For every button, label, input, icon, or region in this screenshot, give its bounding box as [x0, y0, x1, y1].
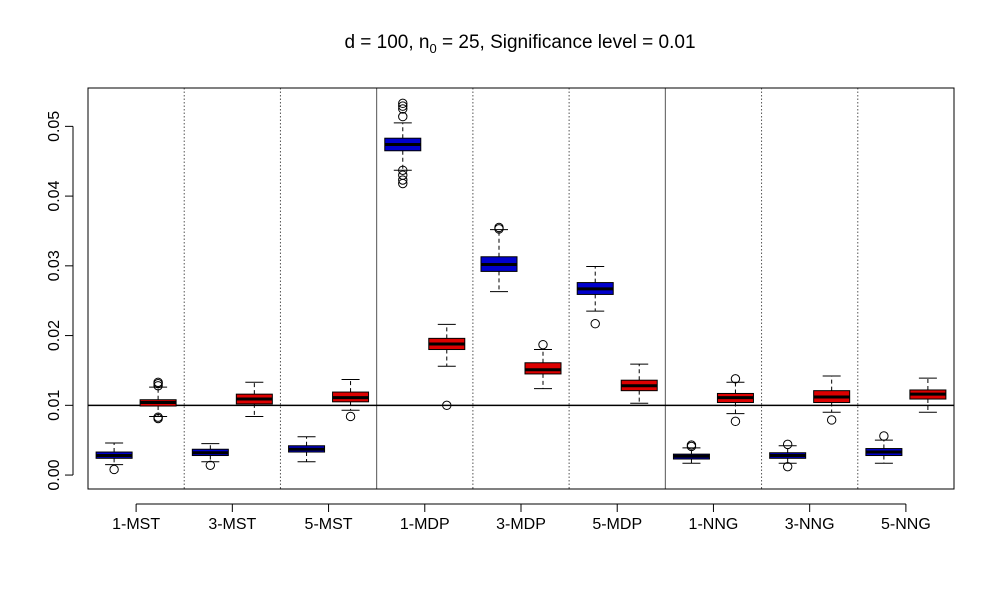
outlier-point: [398, 111, 408, 122]
chart-title: d = 100, n0 = 25, Significance level = 0…: [344, 32, 695, 56]
outlier-point: [730, 374, 741, 384]
x-tick-label: 1-NNG: [689, 516, 739, 533]
plot-frame: [87, 87, 955, 490]
box-1-MDP-blue: [384, 98, 422, 189]
outlier-point: [826, 415, 837, 425]
x-tick-label: 1-MST: [112, 516, 160, 533]
outlier-point: [153, 412, 163, 422]
box-3-MST-red: [235, 381, 273, 417]
box-1-MST-blue: [95, 442, 133, 475]
x-tick-label: 3-MDP: [496, 516, 546, 533]
box-5-MDP-red: [620, 363, 658, 404]
outlier-point: [153, 377, 163, 387]
x-tick-label: 5-MST: [305, 516, 353, 533]
y-tick-label: 0.04: [46, 180, 63, 211]
y-tick-label: 0.03: [46, 250, 63, 281]
outlier-point: [730, 416, 741, 427]
outlier-point: [538, 339, 548, 350]
x-tick-label: 3-NNG: [785, 516, 835, 533]
box-5-MST-red: [332, 379, 370, 422]
box-3-NNG-blue: [769, 439, 807, 472]
outlier-point: [442, 400, 452, 411]
y-tick-label: 0.05: [46, 111, 63, 142]
outlier-point: [398, 98, 408, 109]
outlier-point: [109, 464, 119, 475]
box-5-MDP-blue: [576, 266, 614, 329]
outlier-point: [398, 101, 408, 111]
box-series: [95, 98, 947, 475]
x-tick-label: 1-MDP: [400, 516, 450, 533]
chart-title-rest: = 25, Significance level = 0.01: [437, 32, 696, 53]
group-separators: [183, 88, 859, 489]
box-5-NNG-red: [909, 377, 947, 413]
outlier-point: [590, 319, 600, 329]
outlier-point: [782, 439, 793, 450]
y-tick-label: 0.01: [46, 390, 63, 421]
outlier-point: [782, 461, 793, 472]
outlier-point: [345, 411, 356, 422]
box-3-MDP-blue: [480, 222, 518, 293]
x-tick-label: 5-MDP: [592, 516, 642, 533]
outlier-point: [494, 222, 504, 233]
box-5-MST-blue: [288, 436, 326, 463]
x-tick-label: 5-NNG: [881, 516, 931, 533]
box-1-NNG-red: [716, 374, 754, 427]
box-3-NNG-red: [813, 375, 851, 425]
y-axis: 0.00 0.01 0.02 0.03 0.04 0.05: [46, 111, 74, 491]
y-tick-label: 0.00: [46, 459, 63, 490]
outlier-point: [398, 170, 408, 180]
y-tick-label: 0.02: [46, 320, 63, 351]
chart-title-main: d = 100, n: [344, 32, 429, 53]
outlier-point: [686, 440, 697, 450]
box-5-NNG-blue: [865, 431, 903, 464]
box-1-MDP-red: [428, 323, 466, 411]
outlier-point: [205, 460, 216, 470]
outlier-point: [398, 104, 408, 114]
x-tick-label: 3-MST: [208, 516, 256, 533]
box-3-MDP-red: [524, 339, 562, 390]
chart-title-subscript: 0: [430, 41, 437, 56]
box-1-MST-red: [139, 377, 177, 424]
box-3-MST-blue: [191, 443, 229, 470]
box-1-NNG-blue: [672, 440, 710, 464]
x-axis: 1-MST 3-MST 5-MST 1-MDP 3-MDP 5-MDP 1-NNG 3-NNG…: [112, 503, 931, 533]
outlier-point: [398, 165, 408, 175]
outlier-point: [879, 431, 889, 441]
outlier-point: [398, 175, 408, 185]
